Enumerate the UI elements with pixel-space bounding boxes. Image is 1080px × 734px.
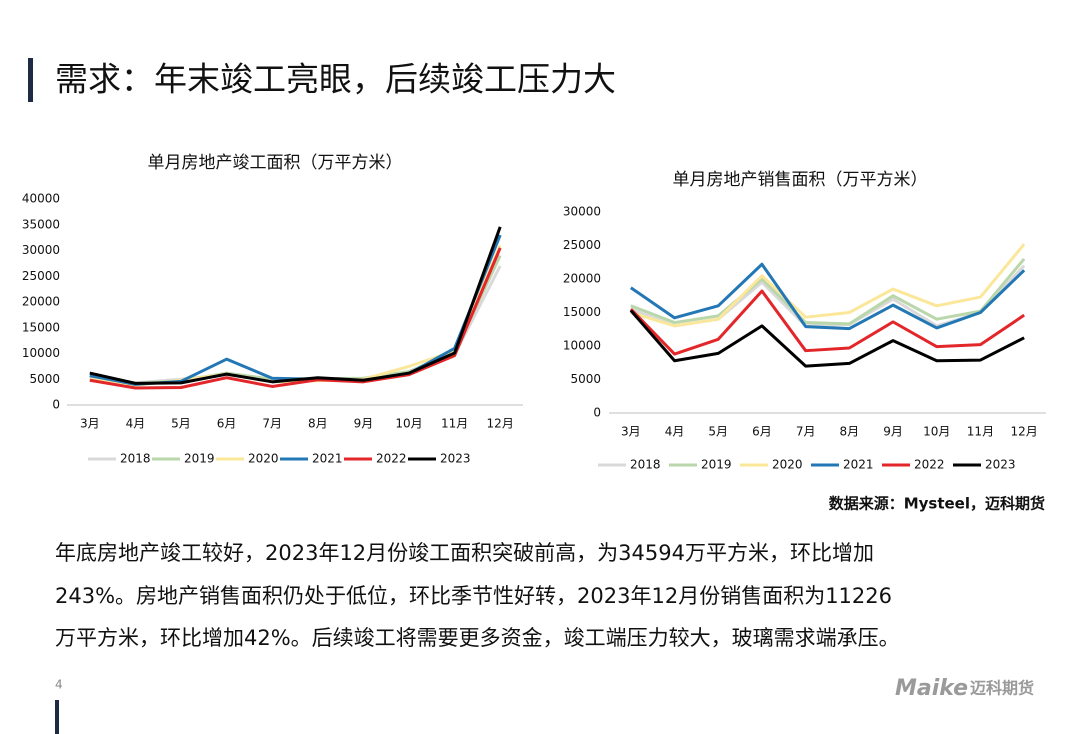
legend-label: 2019 <box>701 458 732 472</box>
body-line: 万平方米，环比增加42%。后续竣工将需要更多资金，竣工端压力较大，玻璃需求端承压… <box>55 626 900 650</box>
legend-label: 2018 <box>120 452 151 466</box>
legend-label: 2020 <box>772 458 803 472</box>
x-tick-label: 10月 <box>923 425 950 439</box>
body-line: 年底房地产竣工较好，2023年12月份竣工面积突破前高，为34594万平方米，环… <box>55 541 874 565</box>
y-tick-label: 5000 <box>29 372 60 386</box>
x-tick-label: 9月 <box>883 425 903 439</box>
x-tick-label: 3月 <box>621 425 641 439</box>
chart-title: 单月房地产竣工面积（万平方米） <box>148 153 403 173</box>
series-line <box>89 226 502 385</box>
x-tick-label: 10月 <box>395 417 422 431</box>
y-tick-label: 10000 <box>563 339 601 353</box>
x-tick-label: 4月 <box>126 417 146 431</box>
series-line <box>630 243 1026 328</box>
series-line <box>629 262 1026 331</box>
legend-label: 2018 <box>630 458 661 472</box>
y-tick-label: 5000 <box>570 372 601 386</box>
legend-label: 2022 <box>914 458 945 472</box>
y-tick-label: 20000 <box>563 272 601 286</box>
title-bar <box>28 58 33 102</box>
y-tick-label: 30000 <box>22 243 60 257</box>
series-line <box>629 309 1025 368</box>
x-tick-label: 7月 <box>262 417 282 431</box>
series-line <box>89 247 502 390</box>
legend-label: 2020 <box>248 452 279 466</box>
series-line <box>629 289 1025 356</box>
x-tick-label: 12月 <box>1011 425 1038 439</box>
legend-label: 2021 <box>312 452 343 466</box>
y-tick-label: 20000 <box>22 295 60 309</box>
y-tick-label: 40000 <box>22 192 60 206</box>
y-tick-label: 0 <box>52 398 60 412</box>
legend-label: 2022 <box>376 452 407 466</box>
legend-label: 2023 <box>985 458 1016 472</box>
x-tick-label: 5月 <box>708 425 728 439</box>
y-tick-label: 25000 <box>22 269 60 283</box>
x-tick-label: 11月 <box>441 417 468 431</box>
logo-text: 迈科期货 <box>970 679 1034 698</box>
series-line <box>630 257 1026 326</box>
page-number: 4 <box>55 678 63 692</box>
body-line: 243%。房地产销售面积仍处于低位，环比季节性好转，2023年12月份销售面积为… <box>55 584 892 608</box>
y-tick-label: 30000 <box>563 205 601 219</box>
x-tick-label: 4月 <box>665 425 685 439</box>
legend-label: 2023 <box>440 452 471 466</box>
chart-title: 单月房地产销售面积（万平方米） <box>673 170 928 190</box>
x-tick-label: 9月 <box>354 417 374 431</box>
y-tick-label: 25000 <box>563 238 601 252</box>
x-tick-label: 12月 <box>487 417 514 431</box>
legend-label: 2019 <box>184 452 215 466</box>
x-tick-label: 5月 <box>171 417 191 431</box>
y-tick-label: 10000 <box>22 346 60 360</box>
x-tick-label: 7月 <box>796 425 816 439</box>
x-tick-label: 11月 <box>967 425 994 439</box>
y-tick-label: 15000 <box>563 305 601 319</box>
x-tick-label: 8月 <box>308 417 328 431</box>
footer-bar <box>55 700 59 734</box>
logo-mark: Maike <box>895 676 968 701</box>
x-tick-label: 6月 <box>217 417 237 431</box>
legend-label: 2021 <box>843 458 874 472</box>
slide-title: 需求：年末竣工亮眼，后续竣工压力大 <box>55 60 616 99</box>
y-tick-label: 0 <box>593 406 601 420</box>
source: 数据来源：Mysteel，迈科期货 <box>829 495 1045 513</box>
y-tick-label: 15000 <box>22 320 60 334</box>
y-tick-label: 35000 <box>22 217 60 231</box>
x-tick-label: 6月 <box>752 425 772 439</box>
x-tick-label: 3月 <box>80 417 100 431</box>
x-tick-label: 8月 <box>840 425 860 439</box>
